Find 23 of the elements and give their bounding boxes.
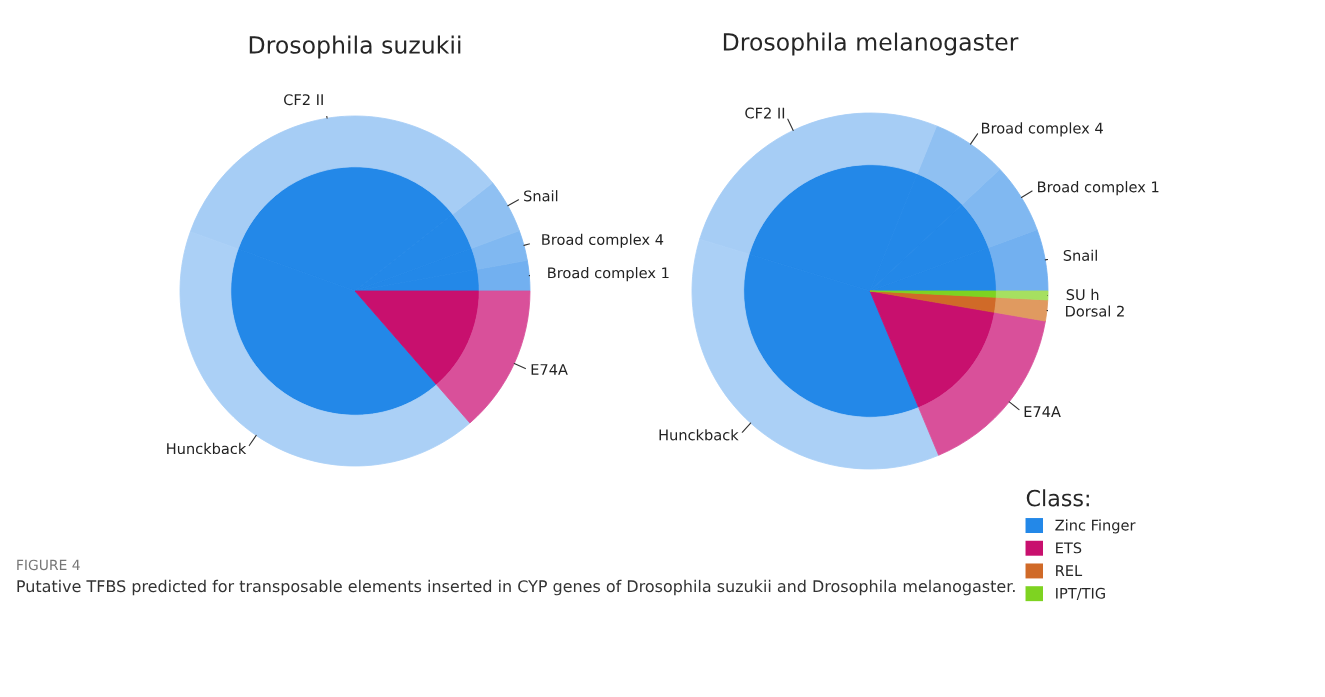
slice-label: E74A bbox=[531, 364, 568, 375]
text: Zinc Finger bbox=[1055, 519, 1136, 534]
text: ETS bbox=[1056, 542, 1082, 554]
caption: FIGURE 4 bbox=[17, 559, 80, 571]
slice-label: Snail bbox=[1063, 249, 1097, 261]
slice-label: Broad complex 4 bbox=[982, 122, 1103, 137]
slice-label: Snail bbox=[524, 190, 558, 202]
text: IPT/TIG bbox=[1056, 587, 1105, 600]
chart-title: Drosophila suzukii bbox=[249, 35, 461, 59]
slice-label: Hunckback bbox=[167, 442, 247, 455]
text: Putative TFBS predicted for transposable elements inserted in CYP genes of Drosophila suzukii and Drosophila melanogaster. bbox=[17, 579, 1015, 596]
slice-label: Hunckback bbox=[659, 429, 739, 441]
slice-label: Broad complex 1 bbox=[1038, 181, 1159, 196]
slice-label: Dorsal 2 bbox=[1066, 305, 1124, 317]
legend-title: Class: bbox=[1026, 489, 1089, 507]
slice-label: E74A bbox=[1024, 406, 1061, 417]
slice-label: CF2 II bbox=[745, 107, 785, 119]
text: REL bbox=[1056, 565, 1083, 576]
slice-label: Broad complex 1 bbox=[548, 267, 669, 282]
chart-title: Drosophila melanogaster bbox=[723, 32, 1019, 56]
slice-label: Broad complex 4 bbox=[542, 233, 664, 248]
slice-label: CF2 II bbox=[284, 94, 323, 106]
slice-label: SU h bbox=[1066, 288, 1099, 301]
